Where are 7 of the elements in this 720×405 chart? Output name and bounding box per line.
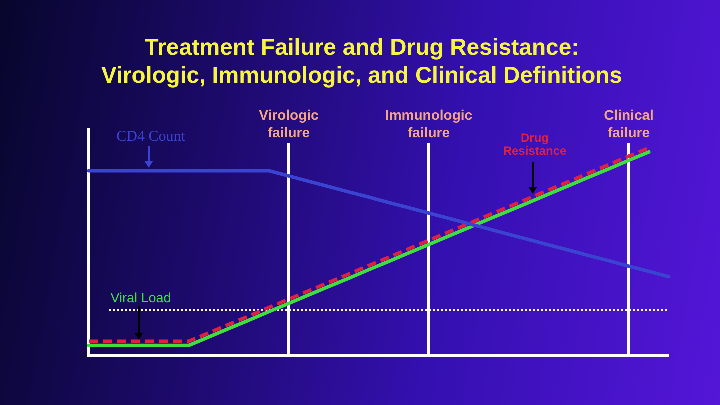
- series-label: CD4 Count: [116, 128, 186, 145]
- x-tick-label: Immunologic failure: [385, 107, 473, 141]
- chart-title: Treatment Failure and Drug Resistance: Virologic, Immunologic, and Clinical Definitions: [100, 33, 624, 89]
- x-tick-label: Virologic failure: [259, 107, 320, 141]
- x-tick-label: Clinical failure: [604, 107, 654, 141]
- text: Viral Load: [110, 290, 172, 306]
- series-label: Drug Resistance: [503, 131, 568, 158]
